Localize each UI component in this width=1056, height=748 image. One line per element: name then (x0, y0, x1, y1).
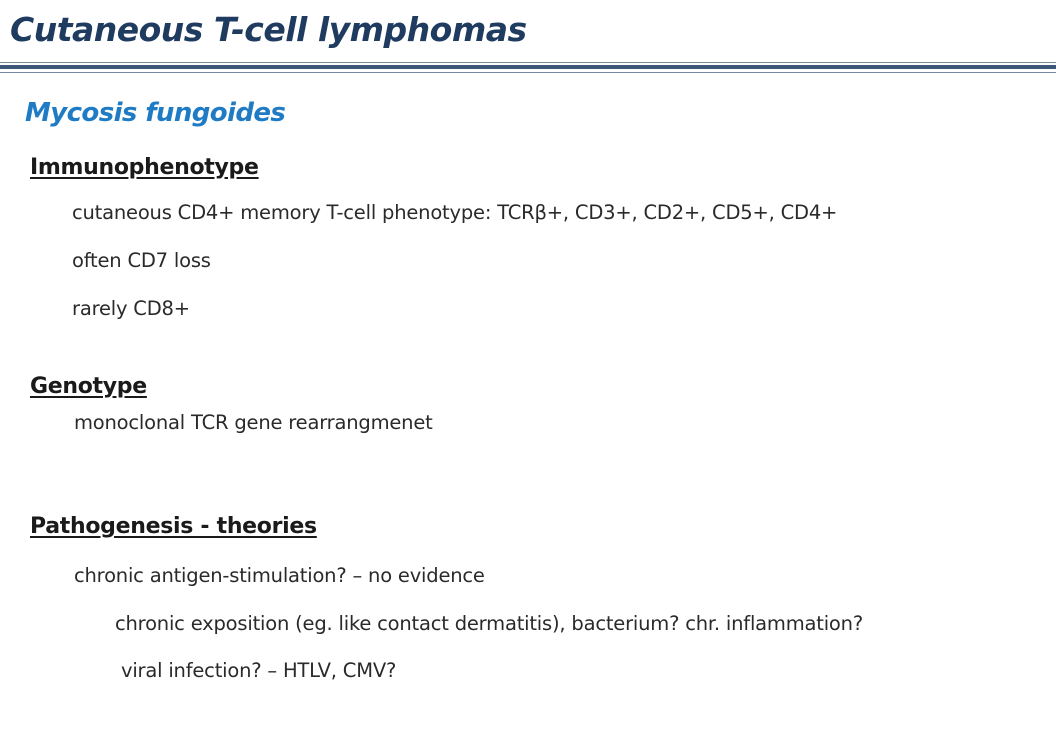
slide-subtitle: Mycosis fungoides (25, 98, 286, 128)
title-divider-top (0, 62, 1056, 63)
genotype-line-1: monoclonal TCR gene rearrangmenet (74, 411, 433, 434)
title-divider-main (0, 65, 1056, 69)
pathogenesis-line-2: chronic exposition (eg. like contact der… (115, 612, 863, 635)
slide-title: Cutaneous T-cell lymphomas (10, 10, 527, 49)
pathogenesis-line-3: viral infection? – HTLV, CMV? (121, 659, 397, 682)
immunophenotype-line-3: rarely CD8+ (72, 297, 190, 320)
pathogenesis-heading: Pathogenesis - theories (30, 514, 317, 539)
title-divider-bottom (0, 72, 1056, 73)
immunophenotype-line-1: cutaneous CD4+ memory T-cell phenotype: … (72, 201, 838, 224)
immunophenotype-heading: Immunophenotype (30, 155, 259, 180)
genotype-heading: Genotype (30, 374, 147, 399)
pathogenesis-line-1: chronic antigen-stimulation? – no eviden… (74, 564, 485, 587)
immunophenotype-line-2: often CD7 loss (72, 249, 211, 272)
